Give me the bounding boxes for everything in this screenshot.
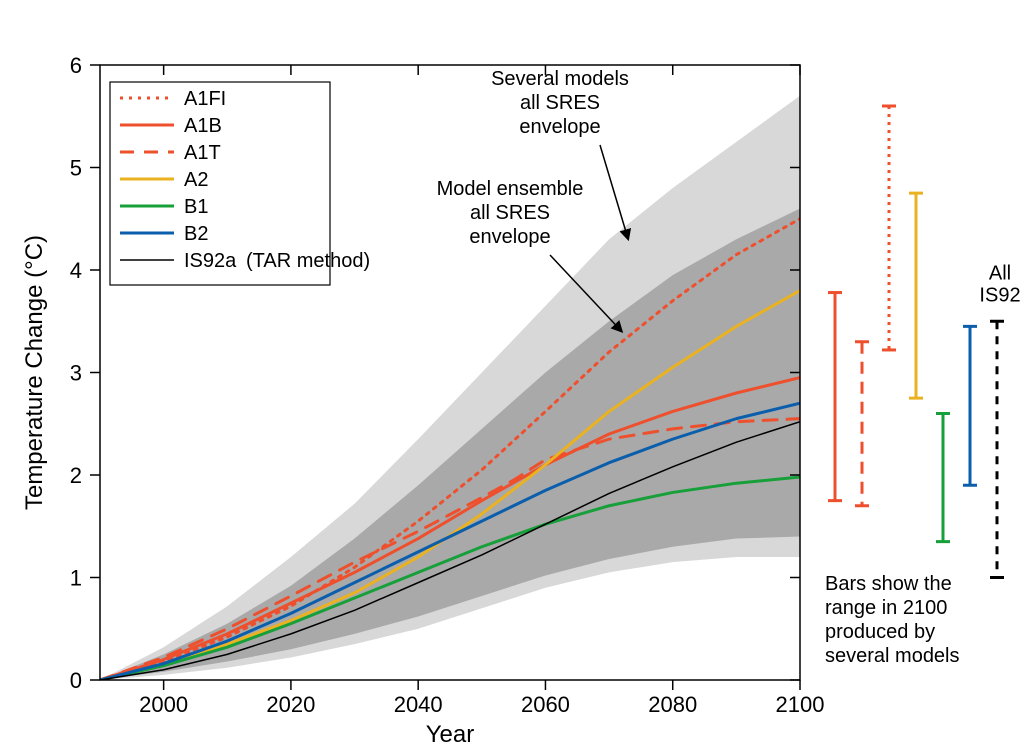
x-tick-label: 2080 [648,692,697,717]
legend-sublabel: (TAR method) [246,250,370,272]
chart-svg: 2000 2020 2040 2060 2080 2100 0 1 2 3 4 5 6 Year Tempe… [0,0,1024,754]
x-tick-label: 2000 [139,692,188,717]
x-axis-label: Year [426,721,475,748]
legend-label: A1FI [184,88,226,110]
y-tick-label: 1 [70,566,82,591]
x-tick-label: 2020 [266,692,315,717]
y-tick-label: 2 [70,463,82,488]
legend-label: A2 [184,169,208,191]
y-tick-label: 3 [70,361,82,386]
y-axis-label: Temperature Change (°C) [21,235,48,510]
legend-label: B2 [184,223,208,245]
y-tick-label: 4 [70,258,82,283]
legend-label: IS92a [184,250,237,272]
x-tick-label: 2100 [776,692,825,717]
legend-label: B1 [184,196,208,218]
x-tick-label: 2060 [521,692,570,717]
x-tick-label: 2040 [394,692,443,717]
y-tick-label: 6 [70,53,82,78]
y-tick-label: 0 [70,668,82,693]
legend-label: A1T [184,142,221,164]
legend-label: A1B [184,115,222,137]
y-tick-label: 5 [70,156,82,181]
temperature-projection-chart: 2000 2020 2040 2060 2080 2100 0 1 2 3 4 5 6 Year Tempe… [0,0,1024,754]
